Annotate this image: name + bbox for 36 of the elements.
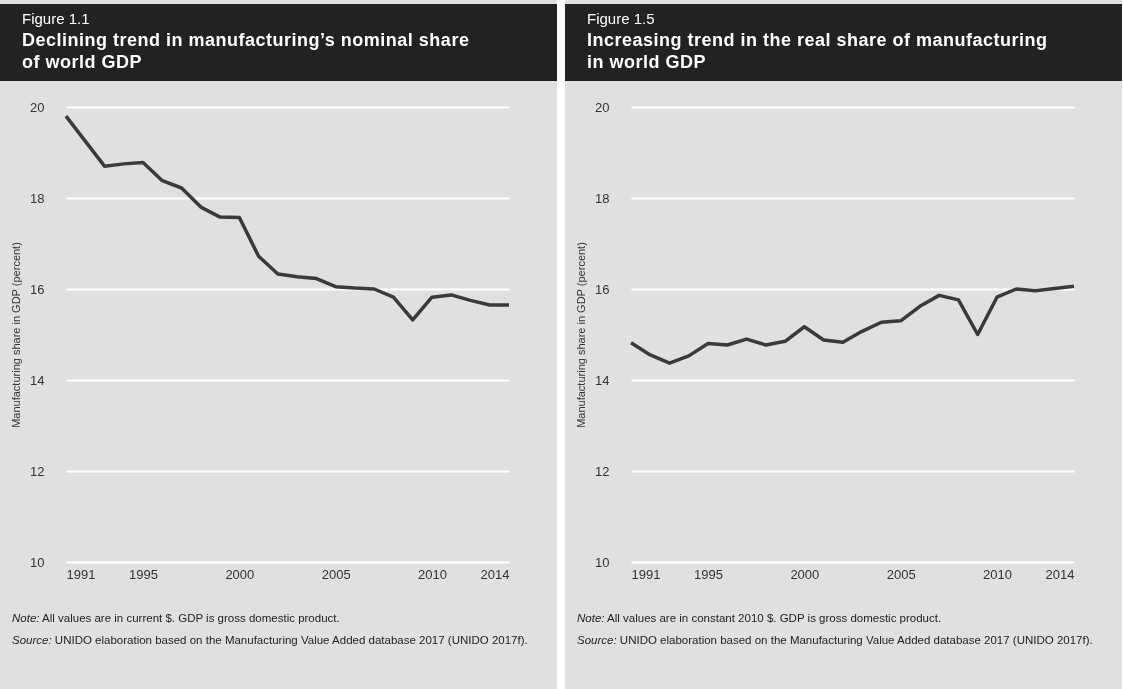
- y-tick-label: 10: [30, 554, 45, 570]
- chart-subtitle: Figure 1.1: [22, 10, 91, 27]
- x-tick-label: 2014: [480, 566, 510, 582]
- y-tick-label: 20: [30, 99, 45, 115]
- y-tick-label: 20: [595, 99, 610, 115]
- line-series: [629, 284, 1076, 365]
- x-tick-label: 2000: [225, 566, 255, 582]
- chart-subtitle: Figure 1.5: [587, 10, 656, 27]
- x-tick-label: 1995: [694, 566, 723, 582]
- chart-title: Increasing trend in the real share of manufacturing in world GDP: [587, 29, 1049, 73]
- x-tick-label: 2010: [983, 566, 1012, 582]
- x-tick-label: 2000: [790, 566, 820, 582]
- line-series: [64, 114, 511, 322]
- y-tick-label: 10: [595, 554, 610, 570]
- x-tick-label: 1991: [631, 566, 661, 582]
- text: Note: All values are in current $. GDP is gross domestic product.: [12, 611, 341, 626]
- chart-title: Declining trend in manufacturing’s nominal share of world GDP: [22, 29, 471, 73]
- x-tick-label: 2010: [418, 566, 447, 582]
- y-tick-label: 16: [595, 281, 610, 297]
- y-tick-label: 18: [30, 190, 45, 206]
- y-tick-label: 14: [595, 372, 610, 388]
- y-tick-label: 12: [595, 463, 610, 479]
- y-axis-title: Manufacturing share in GDP (percent): [10, 242, 23, 428]
- y-tick-label: 18: [595, 190, 610, 206]
- y-axis-title: Manufacturing share in GDP (percent): [575, 242, 588, 428]
- y-tick-label: 14: [30, 372, 45, 388]
- x-tick-label: 2005: [321, 566, 351, 582]
- y-tick-label: 16: [30, 281, 45, 297]
- x-tick-label: 1995: [129, 566, 158, 582]
- source-note: Source: UNIDO elaboration based on the Manufacturing Value Added database 2017 (UNIDO 2017f).: [577, 633, 1094, 648]
- source-note: Source: UNIDO elaboration based on the Manufacturing Value Added database 2017 (UNIDO 2017f).: [12, 633, 529, 648]
- x-tick-label: 2005: [886, 566, 916, 582]
- text: Note: All values are in constant 2010 $. GDP is gross domestic product.: [577, 611, 943, 626]
- y-tick-label: 12: [30, 463, 45, 479]
- x-tick-label: 1991: [66, 566, 96, 582]
- x-tick-label: 2014: [1045, 566, 1075, 582]
